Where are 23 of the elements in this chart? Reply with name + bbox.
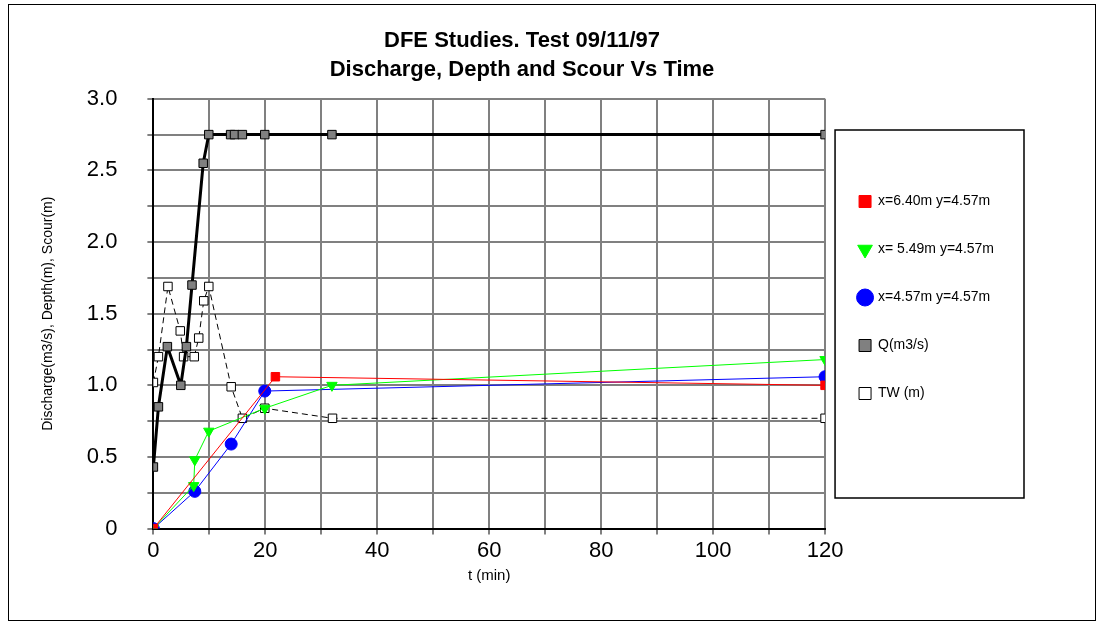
y-tick-label: 1.5 bbox=[86, 299, 118, 325]
legend-label: x=4.57m y=4.57m bbox=[878, 288, 991, 305]
x-tick-label: 40 bbox=[365, 536, 390, 562]
y-tick-label: 2.0 bbox=[86, 228, 118, 254]
y-tick-label: 0.5 bbox=[86, 443, 118, 469]
x-tick-label: 60 bbox=[476, 536, 502, 562]
chart-title: DFE Studies. Test 09/11/97 bbox=[384, 27, 660, 53]
x-tick-label: 80 bbox=[588, 536, 614, 562]
y-tick-label: 3.0 bbox=[86, 84, 118, 110]
legend-label: x=6.40m y=4.57m bbox=[878, 192, 991, 209]
legend-label: Q(m3/s) bbox=[878, 336, 929, 353]
x-tick-label: 0 bbox=[147, 536, 160, 562]
y-tick-label: 1.0 bbox=[86, 371, 118, 397]
x-tick-label: 20 bbox=[253, 536, 278, 562]
y-axis-title: Discharge(m3/s), Depth(m), Scour(m) bbox=[39, 196, 56, 431]
y-tick-label: 0 bbox=[105, 514, 118, 540]
y-tick-label: 2.5 bbox=[86, 156, 118, 182]
legend-label: x= 5.49m y=4.57m bbox=[878, 240, 994, 257]
x-axis-title: t (min) bbox=[467, 566, 511, 584]
x-tick-label: 120 bbox=[806, 536, 844, 562]
chart-subtitle: Discharge, Depth and Scour Vs Time bbox=[329, 55, 715, 81]
x-tick-label: 100 bbox=[694, 536, 732, 562]
legend-label: TW (m) bbox=[878, 384, 925, 401]
